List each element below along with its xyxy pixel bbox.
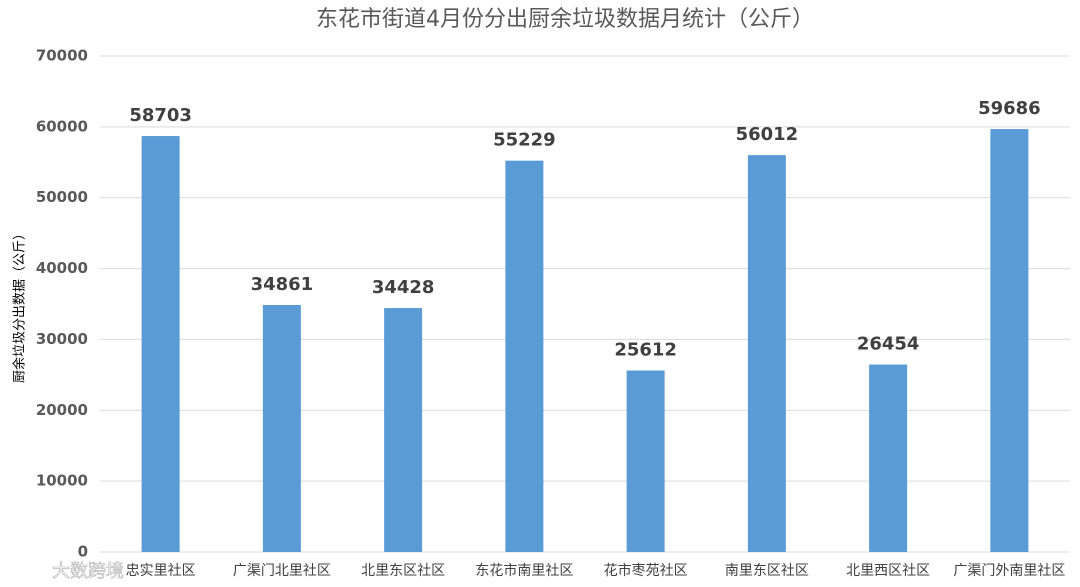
value-label: 34861 — [251, 274, 314, 295]
y-tick-label: 10000 — [36, 472, 88, 490]
x-tick-label: 广渠门外南里社区 — [953, 563, 1065, 579]
y-tick-label: 40000 — [36, 259, 88, 277]
value-label: 56012 — [736, 124, 799, 145]
y-tick-label: 20000 — [36, 401, 88, 419]
value-label: 59686 — [978, 98, 1041, 119]
bar — [990, 129, 1029, 552]
bar — [262, 304, 301, 552]
value-label: 25612 — [614, 340, 677, 361]
bar — [384, 308, 423, 552]
bar — [626, 370, 665, 552]
bar — [747, 155, 786, 552]
x-tick-label: 花市枣苑社区 — [604, 562, 688, 579]
x-tick-label: 广渠门北里社区 — [233, 563, 331, 579]
bar — [869, 364, 908, 552]
y-tick-label: 50000 — [36, 188, 88, 206]
value-label: 26454 — [857, 334, 920, 355]
x-tick-label: 北里东区社区 — [361, 563, 445, 579]
value-label: 34428 — [372, 277, 435, 298]
y-axis-label: 厨余垃圾分出数据（公斤） — [12, 227, 28, 383]
watermark: 大数跨境 — [52, 561, 124, 582]
chart-title: 东花市街道4月份分出厨余垃圾数据月统计（公斤） — [316, 7, 814, 32]
x-tick-label: 忠实里社区 — [126, 563, 196, 579]
x-tick-label: 北里西区社区 — [846, 563, 930, 579]
x-tick-label: 南里东区社区 — [725, 563, 809, 579]
y-tick-label: 60000 — [36, 117, 88, 135]
value-label: 55229 — [493, 130, 556, 151]
bar — [505, 160, 544, 552]
bar — [141, 136, 180, 553]
y-tick-label: 30000 — [36, 330, 88, 348]
y-tick-label: 0 — [78, 543, 88, 561]
value-label: 58703 — [129, 105, 192, 126]
y-tick-label: 70000 — [36, 47, 88, 65]
x-tick-label: 东花市南里社区 — [475, 562, 573, 579]
